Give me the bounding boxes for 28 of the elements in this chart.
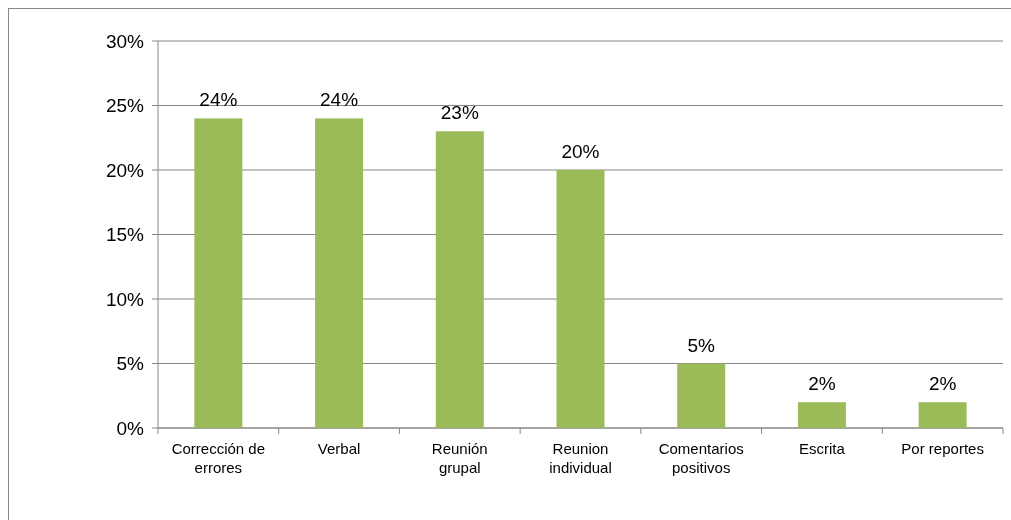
y-tick-label: 15% bbox=[105, 224, 145, 246]
x-tick-label: Corrección de errores bbox=[171, 440, 266, 476]
x-tick-label: Reunión grupal bbox=[431, 440, 488, 476]
x-tick-label: Verbal bbox=[317, 440, 361, 457]
x-tick-label: Escrita bbox=[799, 440, 846, 457]
data-label: 24% bbox=[199, 89, 238, 111]
bar bbox=[315, 118, 364, 428]
y-tick-label: 30% bbox=[105, 30, 145, 52]
data-label: 24% bbox=[320, 89, 359, 111]
data-label: 20% bbox=[561, 141, 600, 162]
x-tick-label: Por reportes bbox=[901, 440, 984, 457]
bar bbox=[556, 170, 605, 428]
bar bbox=[918, 402, 967, 428]
data-label: 23% bbox=[440, 102, 479, 124]
y-tick-label: 20% bbox=[105, 159, 145, 181]
y-tick-label: 10% bbox=[105, 288, 145, 310]
data-label: 2% bbox=[928, 373, 957, 395]
x-tick-label: Comentarios positivos bbox=[658, 440, 744, 476]
y-tick-label: 5% bbox=[116, 353, 145, 375]
bar bbox=[797, 402, 846, 428]
bar bbox=[677, 363, 726, 428]
bar bbox=[194, 118, 243, 428]
data-label: 5% bbox=[687, 334, 716, 356]
y-tick-label: 25% bbox=[105, 95, 145, 117]
bar bbox=[435, 131, 484, 428]
y-tick-label: 0% bbox=[116, 417, 145, 439]
data-label: 2% bbox=[808, 373, 836, 395]
x-tick-label: Reunion individual bbox=[549, 440, 612, 476]
